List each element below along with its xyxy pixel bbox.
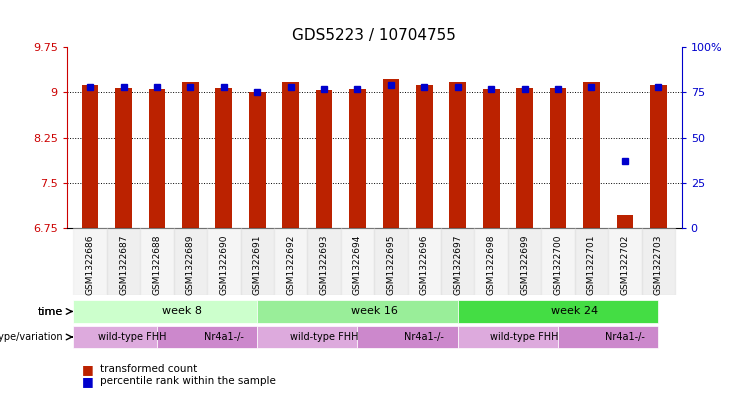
Text: GSM1322689: GSM1322689 xyxy=(186,235,195,295)
Bar xyxy=(516,88,533,228)
Bar xyxy=(416,85,433,228)
FancyBboxPatch shape xyxy=(357,325,458,349)
FancyBboxPatch shape xyxy=(458,300,658,323)
Text: Nr4a1-/-: Nr4a1-/- xyxy=(405,332,445,342)
Bar xyxy=(73,228,107,295)
Text: wild-type FHH: wild-type FHH xyxy=(290,332,359,342)
FancyBboxPatch shape xyxy=(157,325,257,349)
Text: GSM1322699: GSM1322699 xyxy=(520,235,529,295)
Bar xyxy=(642,228,675,295)
Text: GSM1322687: GSM1322687 xyxy=(119,235,128,295)
Bar xyxy=(149,89,165,228)
FancyBboxPatch shape xyxy=(257,325,357,349)
Text: GSM1322688: GSM1322688 xyxy=(153,235,162,295)
FancyBboxPatch shape xyxy=(558,325,658,349)
Text: week 8: week 8 xyxy=(162,307,202,316)
Bar xyxy=(483,89,499,228)
Text: GSM1322696: GSM1322696 xyxy=(420,235,429,295)
Text: GSM1322692: GSM1322692 xyxy=(286,235,295,295)
Text: GSM1322698: GSM1322698 xyxy=(487,235,496,295)
Text: GSM1322694: GSM1322694 xyxy=(353,235,362,295)
Text: genotype/variation: genotype/variation xyxy=(0,332,63,342)
Text: ■: ■ xyxy=(82,363,93,376)
Bar xyxy=(82,85,99,228)
Bar xyxy=(441,228,474,295)
Text: time: time xyxy=(38,307,63,317)
Bar xyxy=(107,228,140,295)
Bar xyxy=(617,215,634,228)
Bar xyxy=(140,228,173,295)
Bar xyxy=(182,81,199,228)
Text: GSM1322693: GSM1322693 xyxy=(319,235,328,295)
Text: GSM1322695: GSM1322695 xyxy=(386,235,396,295)
Bar xyxy=(408,228,441,295)
Bar xyxy=(650,85,667,228)
Bar xyxy=(249,92,265,228)
Text: ■: ■ xyxy=(82,375,93,388)
Bar xyxy=(316,90,333,228)
Bar xyxy=(308,228,341,295)
Bar xyxy=(474,228,508,295)
FancyBboxPatch shape xyxy=(458,325,558,349)
Bar xyxy=(575,228,608,295)
FancyBboxPatch shape xyxy=(257,300,458,323)
Text: GSM1322700: GSM1322700 xyxy=(554,235,562,295)
Text: transformed count: transformed count xyxy=(100,364,197,375)
Bar xyxy=(583,81,599,228)
Text: week 24: week 24 xyxy=(551,307,598,316)
Text: GSM1322701: GSM1322701 xyxy=(587,235,596,295)
Bar xyxy=(115,88,132,228)
Bar xyxy=(608,228,642,295)
Text: GSM1322703: GSM1322703 xyxy=(654,235,662,295)
FancyBboxPatch shape xyxy=(73,325,157,349)
Text: Nr4a1-/-: Nr4a1-/- xyxy=(605,332,645,342)
Bar xyxy=(216,88,232,228)
Bar xyxy=(241,228,274,295)
FancyBboxPatch shape xyxy=(73,300,257,323)
Bar xyxy=(207,228,241,295)
Bar xyxy=(341,228,374,295)
Text: GSM1322690: GSM1322690 xyxy=(219,235,228,295)
Text: percentile rank within the sample: percentile rank within the sample xyxy=(100,376,276,386)
Text: Nr4a1-/-: Nr4a1-/- xyxy=(204,332,244,342)
Title: GDS5223 / 10704755: GDS5223 / 10704755 xyxy=(292,28,456,43)
Text: week 16: week 16 xyxy=(350,307,398,316)
Text: wild-type FHH: wild-type FHH xyxy=(491,332,559,342)
Bar xyxy=(382,79,399,228)
Bar xyxy=(550,88,566,228)
Bar xyxy=(508,228,542,295)
Text: GSM1322691: GSM1322691 xyxy=(253,235,262,295)
Bar xyxy=(449,82,466,228)
Bar xyxy=(282,82,299,228)
Bar xyxy=(349,89,366,228)
Text: GSM1322686: GSM1322686 xyxy=(86,235,95,295)
Text: GSM1322697: GSM1322697 xyxy=(453,235,462,295)
Bar xyxy=(173,228,207,295)
Text: GSM1322702: GSM1322702 xyxy=(620,235,629,295)
Bar xyxy=(374,228,408,295)
Bar xyxy=(542,228,575,295)
Text: wild-type FHH: wild-type FHH xyxy=(98,332,166,342)
Text: time: time xyxy=(38,307,63,317)
Bar xyxy=(274,228,308,295)
